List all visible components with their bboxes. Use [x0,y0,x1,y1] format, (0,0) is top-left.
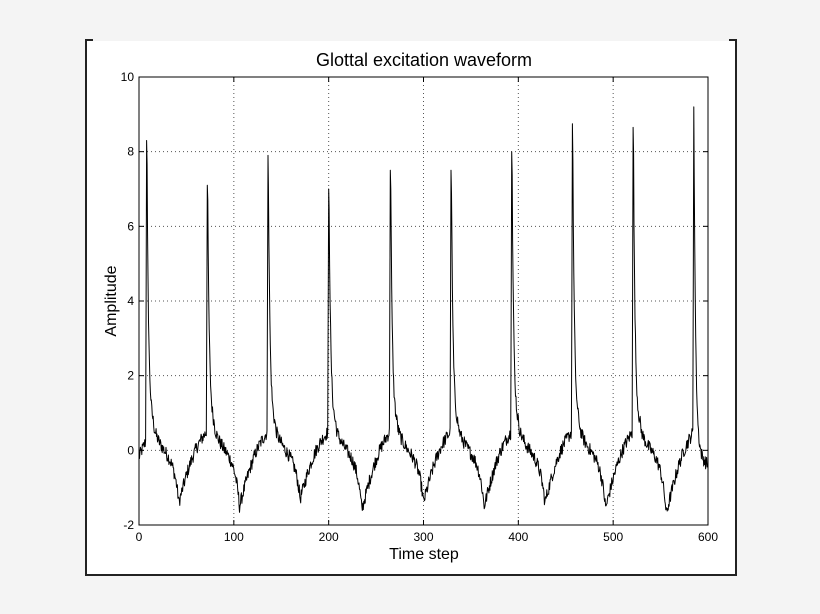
y-tick-label: 6 [127,219,134,233]
x-tick-label: 100 [224,530,244,544]
x-tick-label: 400 [508,530,528,544]
x-tick-label: 200 [319,530,339,544]
x-tick-label: 0 [136,530,143,544]
frame-bottom-border [85,574,737,576]
frame-right-border [735,39,737,576]
y-tick-label: 2 [127,369,134,383]
frame-corner-top-right [729,39,737,41]
y-tick-label: -2 [123,518,134,532]
y-tick-label: 10 [121,70,135,84]
x-axis-label: Time step [389,546,459,563]
frame-left-border [85,39,87,576]
y-axis-label: Amplitude [103,265,120,336]
y-tick-label: 8 [127,145,134,159]
y-tick-label: 0 [127,443,134,457]
chart-title: Glottal excitation waveform [316,50,532,70]
x-tick-label: 600 [698,530,718,544]
y-tick-label: 4 [127,294,134,308]
series-line-glottal-waveform [138,106,709,513]
x-tick-label: 500 [603,530,623,544]
x-tick-label: 300 [413,530,433,544]
figure-frame [85,39,737,576]
frame-corner-top-left [85,39,93,41]
